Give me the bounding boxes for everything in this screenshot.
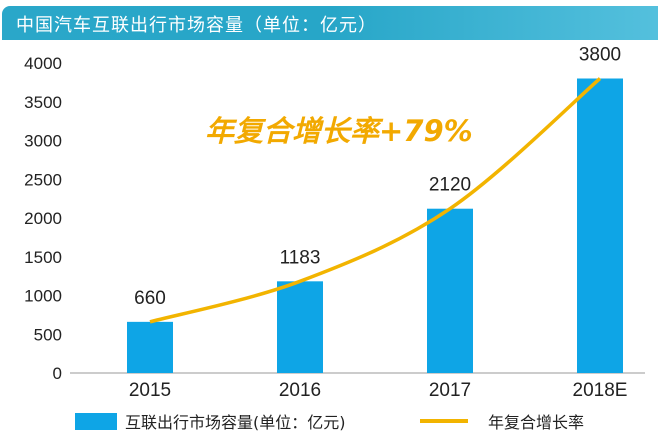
growth-annotation: 年复合增长率+79%	[205, 114, 473, 148]
data-label: 2120	[429, 175, 471, 196]
legend-label-line: 年复合增长率	[488, 413, 584, 432]
chart-title: 中国汽车互联出行市场容量（单位：亿元）	[16, 15, 377, 36]
data-label: 3800	[579, 45, 621, 66]
data-label: 660	[134, 288, 166, 309]
y-tick-label: 4000	[24, 54, 62, 73]
y-tick-label: 2000	[24, 209, 62, 228]
legend-swatch-bars	[75, 413, 117, 430]
x-tick-label: 2018E	[573, 380, 628, 401]
bar	[127, 321, 173, 373]
x-tick-label: 2016	[279, 380, 321, 401]
y-tick-label: 3500	[24, 93, 62, 112]
y-tick-label: 500	[34, 325, 62, 344]
bar	[277, 281, 323, 373]
growth-line	[149, 77, 602, 324]
bar	[577, 78, 623, 373]
data-label: 1183	[280, 247, 321, 268]
y-tick-label: 1000	[24, 287, 62, 306]
y-tick-label: 0	[53, 364, 62, 383]
title-bar: 中国汽车互联出行市场容量（单位：亿元）	[2, 6, 658, 40]
x-tick-label: 2017	[429, 380, 471, 401]
bar	[427, 208, 473, 373]
y-tick-label: 3000	[24, 132, 62, 151]
y-tick-label: 2500	[24, 170, 62, 189]
y-tick-label: 1500	[24, 248, 62, 267]
x-tick-label: 2015	[129, 380, 171, 401]
legend-label-bars: 互联出行市场容量(单位：亿元)	[125, 413, 346, 432]
